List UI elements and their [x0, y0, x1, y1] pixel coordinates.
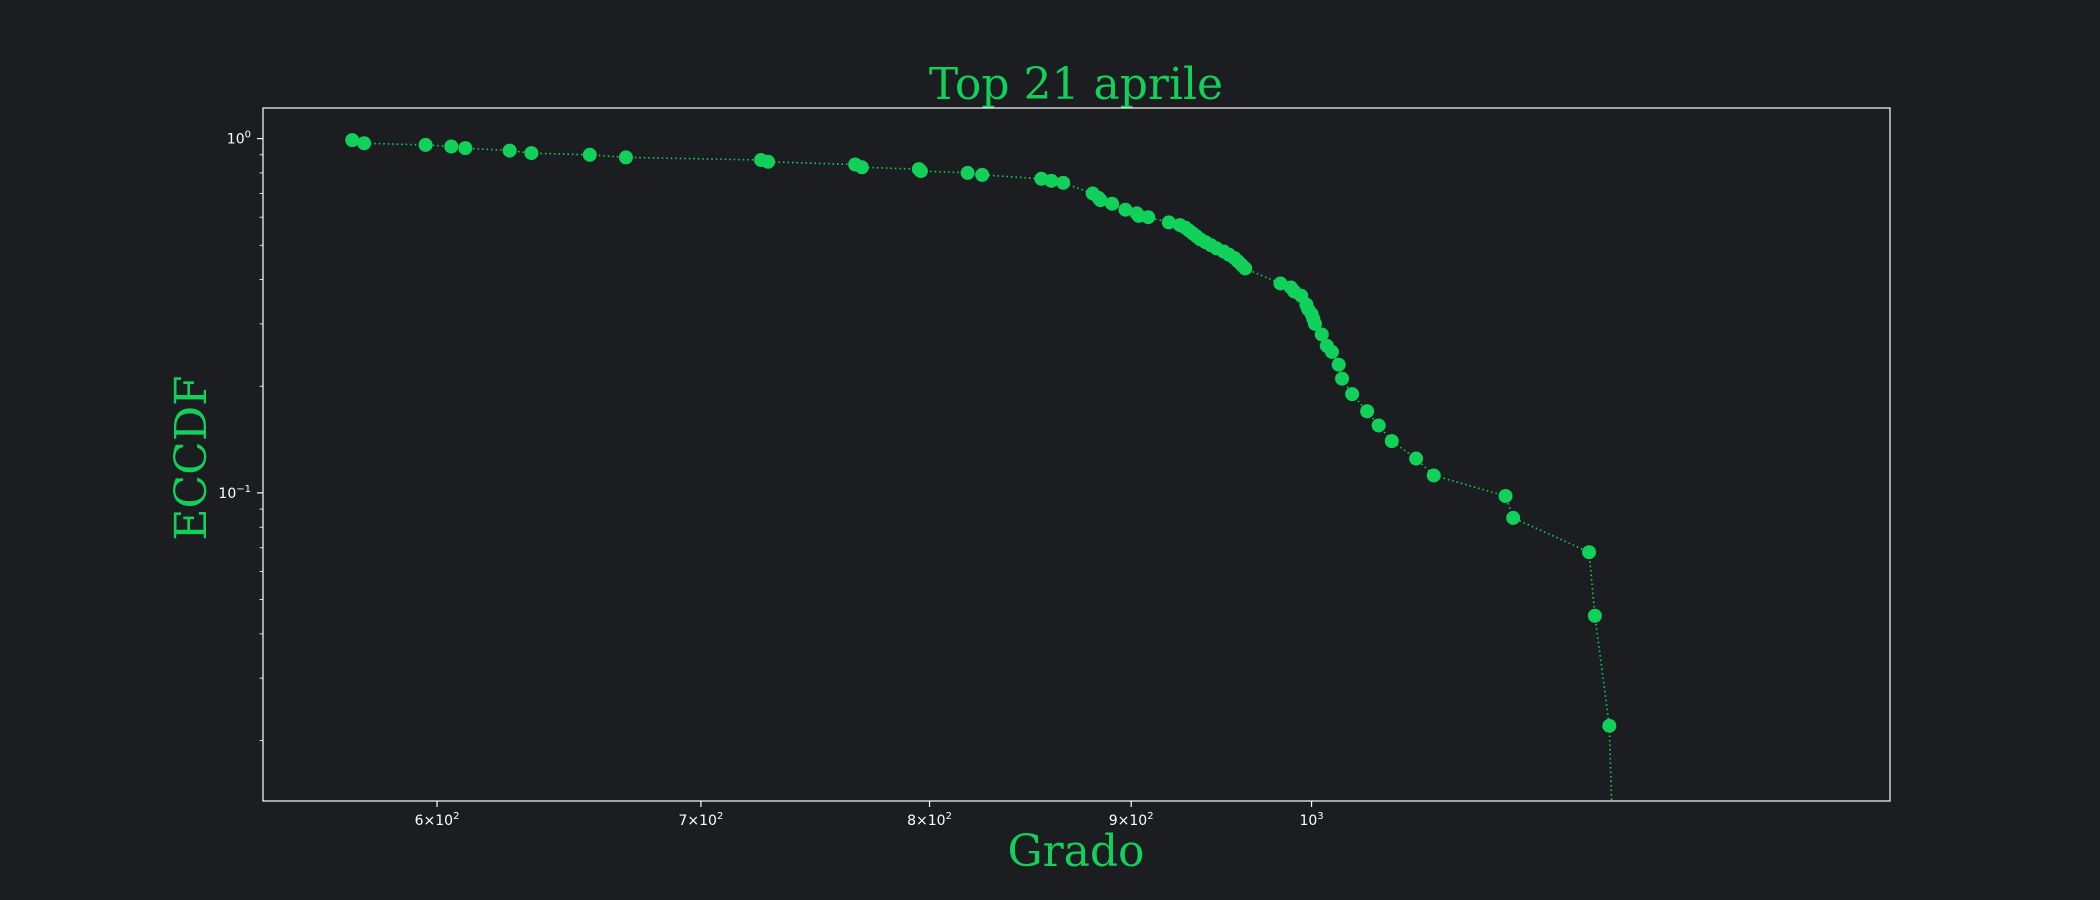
axis-ticks: 6×102 7×102 8×102 9×102 103 100 10−1 [218, 130, 1323, 829]
data-point [1371, 418, 1386, 433]
data-point [444, 139, 459, 154]
data-point [1426, 468, 1441, 483]
data-point [1056, 175, 1071, 190]
data-point [1335, 371, 1350, 386]
chart-title: Top 21 aprile [929, 59, 1223, 110]
data-series [345, 133, 1617, 801]
x-tick-label: 6×102 [415, 811, 460, 829]
data-point [1409, 451, 1424, 466]
data-point [458, 141, 473, 156]
data-point [1331, 357, 1346, 372]
data-point [357, 136, 372, 151]
x-tick-label: 7×102 [679, 811, 724, 829]
data-point [1307, 316, 1322, 331]
x-tick-label: 103 [1299, 811, 1323, 829]
y-axis-label: ECCDF [166, 375, 217, 540]
data-point [1602, 718, 1617, 733]
data-point [1498, 488, 1513, 503]
plot-area-frame [262, 107, 1891, 802]
data-point [960, 165, 975, 180]
data-point [1582, 545, 1597, 560]
y-tick-label: 100 [227, 130, 251, 148]
data-point [618, 150, 633, 165]
data-point [1360, 404, 1375, 419]
data-point [1238, 261, 1253, 276]
y-tick-label: 10−1 [218, 484, 251, 502]
data-point [345, 133, 360, 148]
data-point [502, 143, 517, 158]
data-point [1384, 434, 1399, 449]
data-point [1314, 327, 1329, 342]
data-point [582, 147, 597, 162]
data-point [854, 160, 869, 175]
data-point [1044, 173, 1059, 188]
data-point [1118, 202, 1133, 217]
data-point [418, 137, 433, 152]
data-point [1587, 608, 1602, 623]
x-tick-label: 8×102 [907, 811, 952, 829]
data-point [1161, 215, 1176, 230]
data-point [1105, 196, 1120, 211]
series-line [351, 139, 1613, 801]
data-point [975, 167, 990, 182]
data-point [1345, 387, 1360, 402]
x-tick-label: 9×102 [1109, 811, 1154, 829]
data-point [1324, 344, 1339, 359]
data-point [1093, 193, 1108, 208]
data-point [1141, 210, 1156, 225]
data-point [1506, 510, 1521, 525]
data-point [761, 154, 776, 169]
data-point [524, 146, 539, 161]
data-point [913, 164, 928, 179]
x-axis-label: Grado [1007, 826, 1144, 877]
